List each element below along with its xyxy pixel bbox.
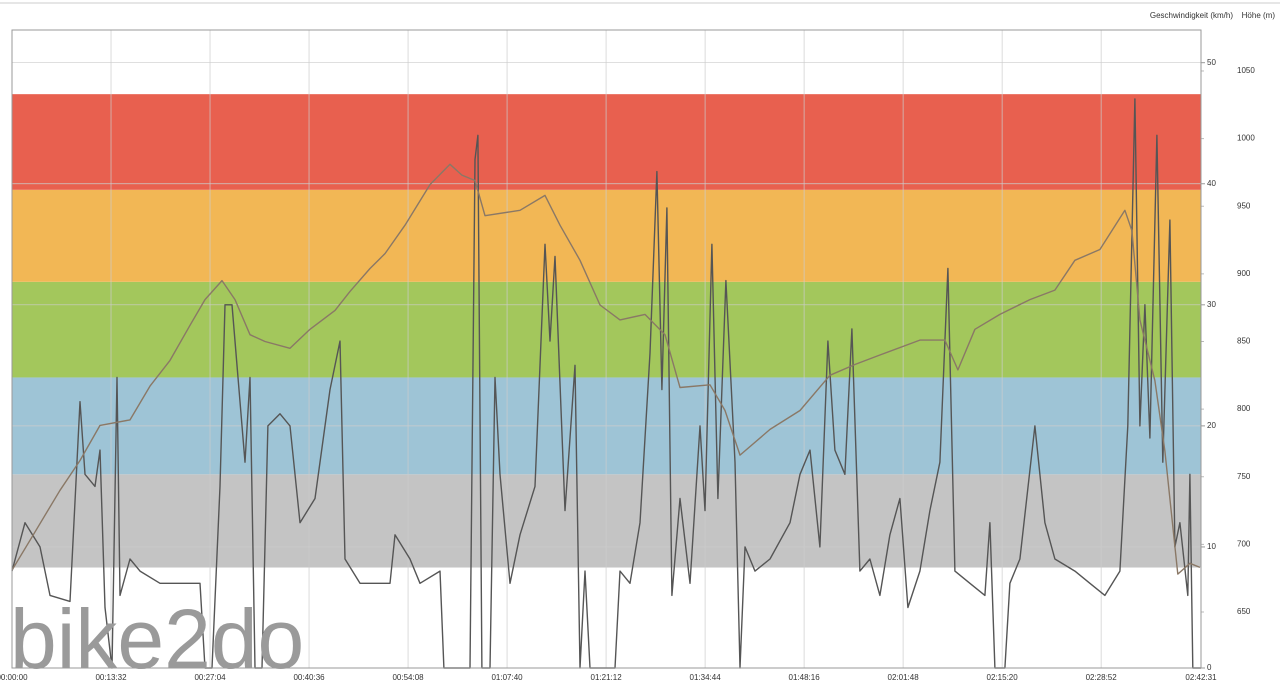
x-tick-label: 00:13:32 bbox=[95, 673, 127, 682]
x-tick-label: 01:21:12 bbox=[591, 673, 623, 682]
y2-tick-label: 850 bbox=[1237, 337, 1251, 346]
y-tick-label: 50 bbox=[1207, 58, 1216, 67]
y2-tick-label: 700 bbox=[1237, 539, 1251, 548]
x-tick-label: 02:01:48 bbox=[888, 673, 920, 682]
x-tick-label: 00:54:08 bbox=[392, 673, 424, 682]
y2-tick-label: 650 bbox=[1237, 607, 1251, 616]
y-tick-label: 20 bbox=[1207, 421, 1216, 430]
zone-band bbox=[12, 474, 1201, 568]
x-tick-label: 01:48:16 bbox=[789, 673, 821, 682]
y-tick-label: 30 bbox=[1207, 300, 1216, 309]
y-tick-label: 40 bbox=[1207, 179, 1216, 188]
y2-tick-label: 750 bbox=[1237, 472, 1251, 481]
zone-band bbox=[12, 94, 1201, 190]
y-tick-label: 10 bbox=[1207, 542, 1216, 551]
data-line bbox=[11, 163, 1201, 575]
y2-tick-label: 900 bbox=[1237, 269, 1251, 278]
x-tick-label: 00:27:04 bbox=[194, 673, 226, 682]
x-tick-label: 00:40:36 bbox=[293, 673, 325, 682]
y2-tick-label: 950 bbox=[1237, 201, 1251, 210]
watermark: bike2do bbox=[10, 592, 304, 686]
y-axis-title: Geschwindigkeit (km/h) bbox=[1150, 11, 1233, 20]
y2-tick-label: 1050 bbox=[1237, 66, 1255, 75]
zone-band bbox=[12, 281, 1201, 378]
zone-band bbox=[12, 189, 1201, 282]
x-tick-label: 00:00:00 bbox=[0, 673, 28, 682]
x-tick-label: 01:07:40 bbox=[491, 673, 523, 682]
y2-tick-label: 800 bbox=[1237, 404, 1251, 413]
x-tick-label: 02:28:52 bbox=[1086, 673, 1118, 682]
plot-frame bbox=[11, 29, 1202, 669]
y-tick-label: 0 bbox=[1207, 663, 1212, 672]
x-tick-label: 01:34:44 bbox=[690, 673, 722, 682]
data-line bbox=[11, 98, 1201, 669]
y2-axis-title: Höhe (m) bbox=[1242, 11, 1276, 20]
x-tick-label: 02:15:20 bbox=[987, 673, 1019, 682]
y2-tick-label: 1000 bbox=[1237, 134, 1255, 143]
x-tick-label: 02:42:31 bbox=[1185, 673, 1217, 682]
